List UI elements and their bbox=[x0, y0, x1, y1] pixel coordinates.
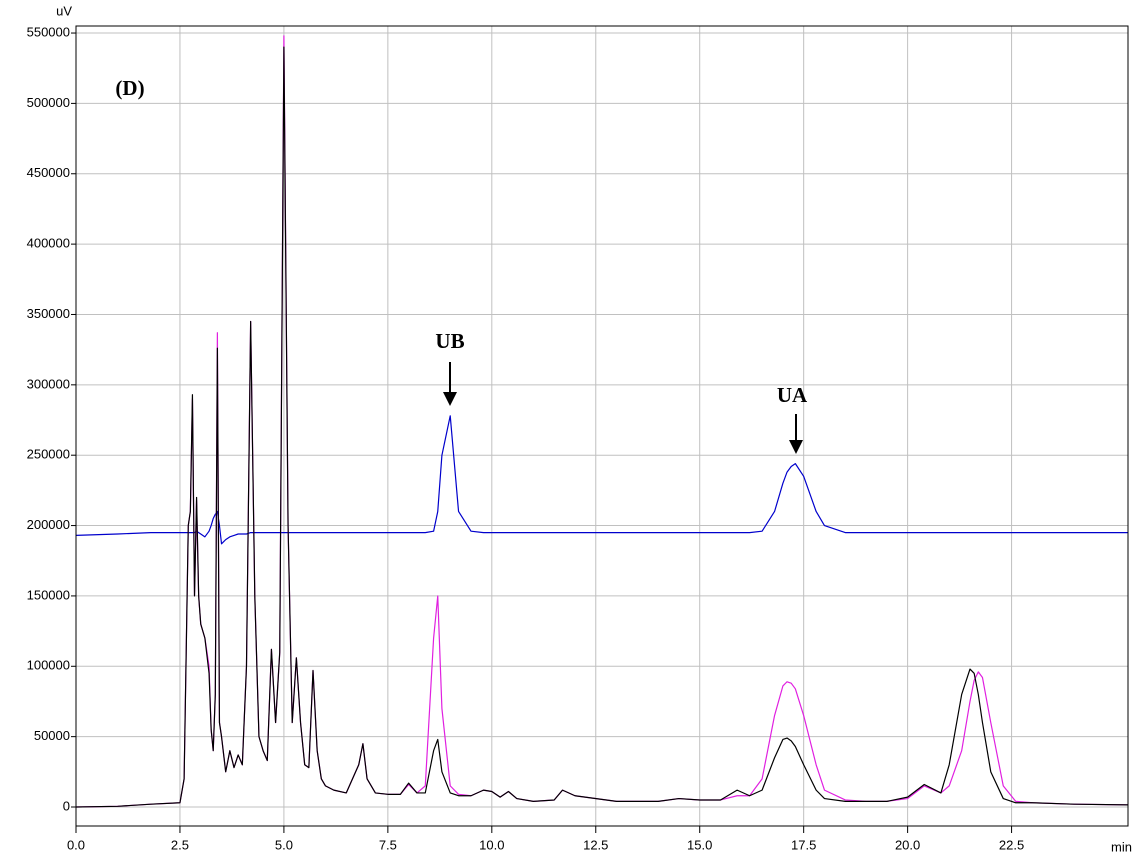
y-tick-label: 200000 bbox=[27, 517, 70, 532]
y-axis-label: uV bbox=[56, 3, 72, 18]
x-tick-label: 15.0 bbox=[687, 837, 712, 852]
trace bbox=[75, 46, 1129, 808]
traces bbox=[75, 35, 1129, 808]
x-tick-label: 2.5 bbox=[171, 837, 189, 852]
y-tick-label: 550000 bbox=[27, 24, 70, 39]
x-tick-label: 10.0 bbox=[479, 837, 504, 852]
panel-label: (D) bbox=[115, 76, 144, 100]
x-tick-label: 7.5 bbox=[379, 837, 397, 852]
x-tick-label: 20.0 bbox=[895, 837, 920, 852]
annotation: UB bbox=[435, 329, 464, 353]
y-tick-label: 500000 bbox=[27, 95, 70, 110]
x-tick-label: 17.5 bbox=[791, 837, 816, 852]
y-tick-label: 250000 bbox=[27, 447, 70, 462]
y-tick-label: 100000 bbox=[27, 658, 70, 673]
y-tick-label: 350000 bbox=[27, 306, 70, 321]
plot-frame bbox=[75, 25, 1129, 827]
x-tick-label: 0.0 bbox=[67, 837, 85, 852]
arrow-head bbox=[789, 440, 803, 454]
y-tick-label: 300000 bbox=[27, 376, 70, 391]
annotation: UA bbox=[777, 383, 808, 407]
x-tick-label: 22.5 bbox=[999, 837, 1024, 852]
y-tick-label: 0 bbox=[63, 798, 70, 813]
y-tick-label: 50000 bbox=[34, 728, 70, 743]
y-tick-label: 150000 bbox=[27, 587, 70, 602]
arrow-head bbox=[443, 392, 457, 406]
y-tick-label: 400000 bbox=[27, 236, 70, 251]
x-tick-label: 12.5 bbox=[583, 837, 608, 852]
y-tick-label: 450000 bbox=[27, 165, 70, 180]
x-axis-label: min bbox=[1111, 839, 1132, 854]
x-tick-label: 5.0 bbox=[275, 837, 293, 852]
